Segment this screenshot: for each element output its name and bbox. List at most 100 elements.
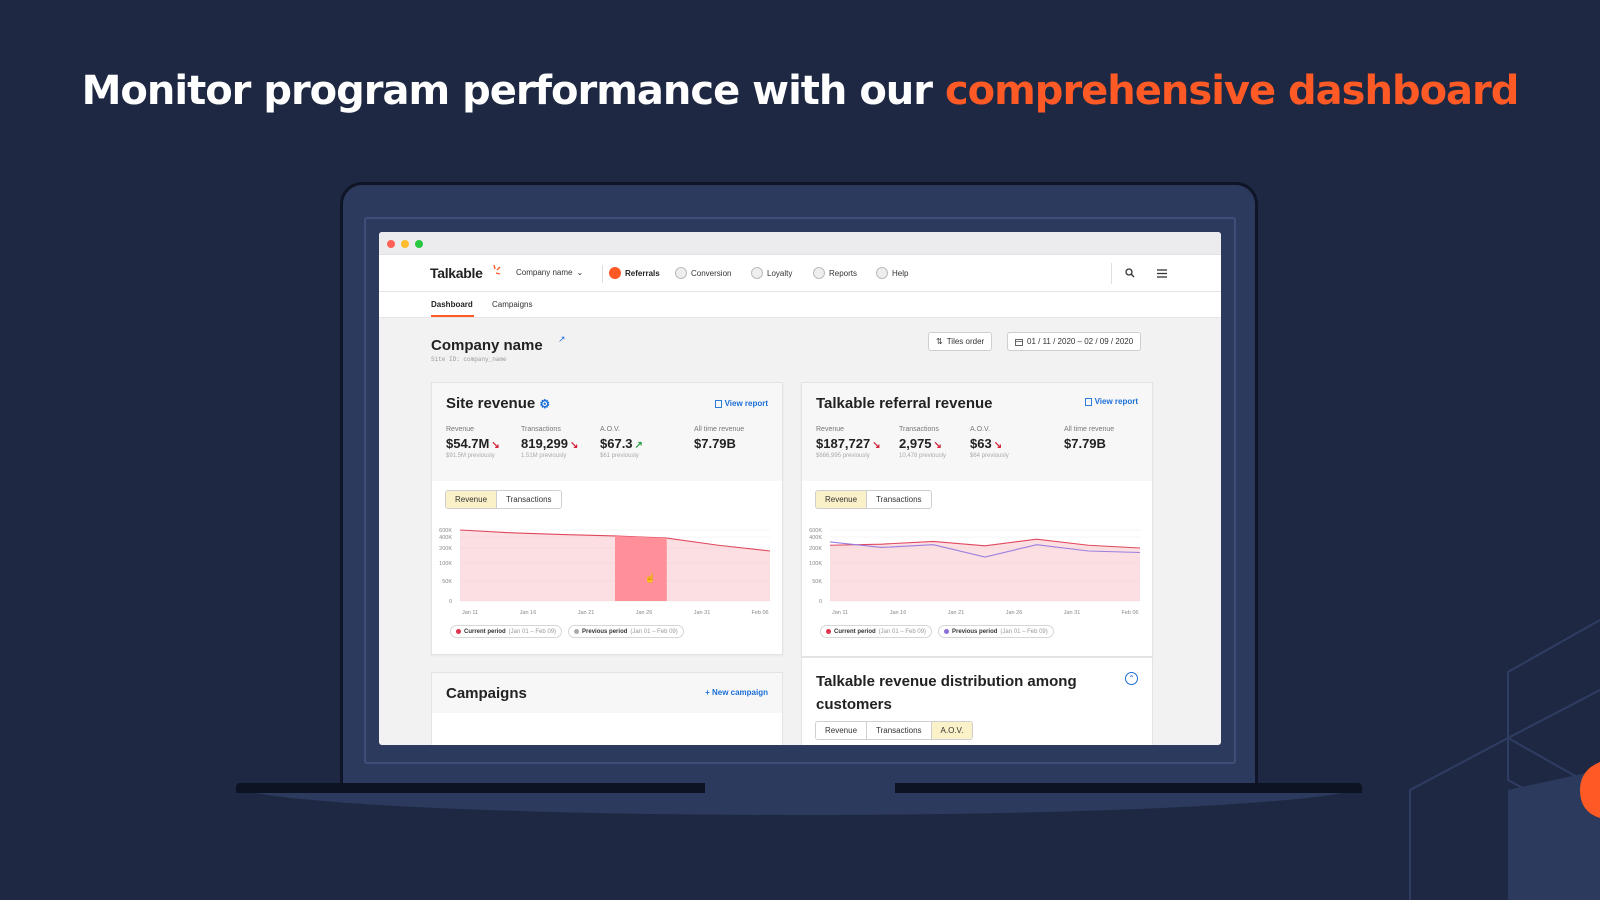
metric-previous: 1.51M previously: [521, 453, 567, 459]
tab-transactions[interactable]: Transactions: [867, 722, 932, 739]
headline: Monitor program performance with our com…: [0, 68, 1600, 114]
x-tick-label: Jan 16: [520, 610, 537, 616]
nav-reports[interactable]: Reports: [813, 267, 857, 279]
highlight-area: [615, 535, 667, 601]
nav-loyalty-label: Loyalty: [767, 268, 793, 278]
metric-aov: A.O.V. $63 ↘ $64 previously: [970, 426, 1009, 459]
company-dropdown-label: Company name: [516, 268, 573, 277]
y-tick-label: 0: [819, 599, 822, 605]
metric-revenue: Revenue $54.7M ↘ $91.5M previously: [446, 426, 500, 459]
search-button[interactable]: [1123, 266, 1137, 280]
x-tick-label: Jan 16: [890, 610, 907, 616]
site-revenue-card: Site revenue ⚙ View report Revenue $54.7…: [431, 382, 783, 655]
top-navbar: Talkable Company name ⌄ Referrals Convers…: [379, 255, 1221, 292]
dashboard-app: Talkable Company name ⌄ Referrals Convers…: [379, 232, 1221, 745]
tab-revenue[interactable]: Revenue: [816, 722, 868, 739]
trend-down-icon: ↘: [933, 440, 942, 451]
nav-conversion-label: Conversion: [691, 268, 732, 278]
maximize-window-button[interactable]: [415, 240, 423, 248]
campaigns-header: Campaigns + New campaign: [432, 673, 782, 713]
nav-help-label: Help: [892, 268, 909, 278]
metric-value: $63 ↘: [970, 436, 1003, 451]
legend-previous-period[interactable]: Previous period (Jan 01 – Feb 09): [938, 625, 1054, 638]
external-link-icon[interactable]: ↗: [558, 334, 566, 344]
nav-referrals-label: Referrals: [625, 268, 660, 278]
metric-value: $54.7M ↘: [446, 436, 500, 451]
nav-referrals[interactable]: Referrals: [609, 267, 660, 279]
view-report-label: View report: [724, 399, 768, 408]
site-revenue-view-report-link[interactable]: View report: [714, 399, 768, 408]
site-revenue-title: Site revenue ⚙: [446, 395, 551, 412]
headline-main: Monitor program performance with our: [81, 68, 945, 114]
tab-dashboard[interactable]: Dashboard: [431, 300, 473, 309]
y-tick-label: 200K: [439, 546, 452, 552]
laptop-screen-bezel: [364, 217, 1236, 764]
new-campaign-button[interactable]: + New campaign: [705, 688, 768, 697]
settings-gear-icon[interactable]: ⚙: [539, 397, 551, 411]
legend-previous-period[interactable]: Previous period (Jan 01 – Feb 09): [568, 625, 684, 638]
legend-current-period[interactable]: Current period (Jan 01 – Feb 09): [450, 625, 563, 638]
x-tick-label: Jan 31: [1064, 610, 1081, 616]
menu-button[interactable]: [1155, 266, 1169, 280]
series-area: [830, 539, 1140, 601]
tab-aov[interactable]: A.O.V.: [931, 722, 973, 739]
metric-previous: $666,995 previously: [816, 453, 870, 459]
metric-label: A.O.V.: [970, 426, 990, 433]
date-range-picker[interactable]: 01 / 11 / 2020 – 02 / 09 / 2020: [1007, 332, 1142, 351]
x-tick-label: Jan 31: [694, 610, 711, 616]
referral-view-report-link[interactable]: View report: [1084, 397, 1138, 406]
series-line-previous: [829, 541, 1141, 558]
campaigns-card: Campaigns + New campaign: [431, 672, 783, 745]
talkable-logo[interactable]: Talkable: [430, 265, 483, 281]
metric-label: A.O.V.: [600, 426, 620, 433]
legend-current-period[interactable]: Current period (Jan 01 – Feb 09): [820, 625, 933, 638]
tab-transactions[interactable]: Transactions: [867, 491, 931, 508]
nav-help[interactable]: Help: [876, 267, 908, 279]
tab-transactions[interactable]: Transactions: [497, 491, 561, 508]
metric-transactions: Transactions 2,975 ↘ 10,478 previously: [899, 426, 946, 459]
active-tab-indicator: [431, 315, 474, 317]
tiles-order-button[interactable]: ⇅ Tiles order: [928, 332, 993, 351]
metric-all-time-revenue: All time revenue $7.79B: [1064, 426, 1114, 451]
x-tick-label: Jan 11: [462, 610, 478, 616]
nav-loyalty[interactable]: Loyalty: [751, 267, 792, 279]
tab-campaigns[interactable]: Campaigns: [492, 300, 533, 309]
y-tick-label: 50K: [812, 579, 822, 585]
x-tick-label: Jan 21: [948, 610, 965, 616]
metric-label: Revenue: [816, 426, 845, 433]
tab-revenue[interactable]: Revenue: [816, 491, 868, 508]
legend-dot: [574, 629, 580, 634]
tab-revenue[interactable]: Revenue: [446, 491, 498, 508]
y-tick-label: 100K: [809, 561, 822, 567]
minimize-window-button[interactable]: [401, 240, 409, 248]
conversion-icon: [675, 267, 687, 279]
company-dropdown[interactable]: Company name ⌄: [516, 268, 583, 277]
site-revenue-chart-tabs: Revenue Transactions: [445, 490, 562, 509]
loyalty-icon: [751, 267, 763, 279]
tiles-order-label: Tiles order: [946, 337, 985, 346]
metric-label: All time revenue: [1064, 426, 1115, 433]
y-tick-label: 400K: [809, 535, 822, 541]
window-titlebar: [379, 232, 1221, 255]
metric-revenue: Revenue $187,727 ↘ $666,995 previously: [816, 426, 881, 459]
hamburger-menu-icon: [1157, 268, 1167, 278]
y-tick-label: 0: [449, 599, 452, 605]
nav-right-divider: [1111, 263, 1112, 284]
trend-down-icon: ↘: [993, 440, 1003, 451]
sort-icon: ⇅: [936, 337, 943, 346]
chevron-down-icon: ⌄: [576, 268, 584, 277]
y-tick-label: 400K: [439, 535, 452, 541]
close-window-button[interactable]: [387, 240, 395, 248]
metric-label: Transactions: [521, 426, 561, 433]
metric-label: Revenue: [446, 426, 475, 433]
metric-label: All time revenue: [694, 426, 745, 433]
nav-conversion[interactable]: Conversion: [675, 267, 731, 279]
date-range-label: 01 / 11 / 2020 – 02 / 09 / 2020: [1027, 337, 1134, 346]
metric-previous: $61 previously: [600, 453, 639, 459]
nav-divider: [602, 265, 603, 283]
metric-value: $187,727 ↘: [816, 436, 881, 451]
y-tick-label: 100K: [439, 561, 452, 567]
chevron-up-icon[interactable]: ⌃: [1125, 672, 1138, 685]
